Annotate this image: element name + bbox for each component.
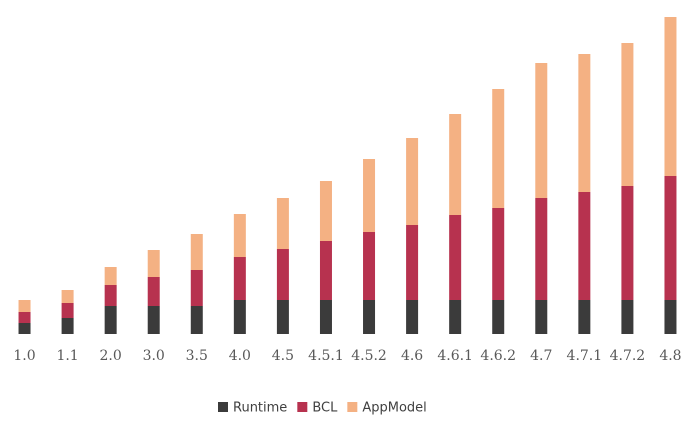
x-tick-label: 4.6.1 (437, 348, 473, 364)
bar-segment (319, 181, 332, 241)
x-tick-label: 3.0 (143, 348, 165, 364)
legend-swatch (347, 402, 358, 412)
x-tick-label: 1.0 (13, 348, 35, 364)
bar-segment (621, 43, 634, 186)
bar-segment (18, 323, 31, 334)
bar-segment (578, 300, 591, 334)
bar-segment (492, 89, 505, 208)
bar-segment (233, 214, 246, 257)
bar-segment (190, 234, 203, 270)
bar-segment (190, 306, 203, 334)
bar-segment (535, 63, 548, 198)
x-tick-label: 4.7.2 (610, 348, 646, 364)
x-tick-label: 3.5 (186, 348, 208, 364)
bar-segment (449, 114, 462, 215)
bar-segment (18, 300, 31, 312)
bar-segment (492, 208, 505, 300)
bar-segment (276, 300, 289, 334)
bar-segment (664, 17, 677, 176)
bar-segment (664, 176, 677, 300)
x-tick-label: 2.0 (100, 348, 122, 364)
x-tick-label: 4.8 (659, 348, 681, 364)
bar-segment (449, 300, 462, 334)
x-tick-label: 4.5.2 (351, 348, 387, 364)
bar-segment (621, 186, 634, 300)
bar-segment (104, 285, 117, 306)
bar-segment (664, 300, 677, 334)
bar-segment (363, 300, 376, 334)
x-tick-label: 4.0 (229, 348, 251, 364)
x-tick-label: 4.6 (401, 348, 423, 364)
bar-segment (104, 267, 117, 285)
bar-segment (621, 300, 634, 334)
bar-segment (363, 232, 376, 300)
bar-segment (147, 250, 160, 277)
legend-swatch (297, 402, 308, 412)
bar-segment (363, 159, 376, 232)
x-tick-label: 1.1 (56, 348, 78, 364)
x-tick-label: 4.7.1 (567, 348, 603, 364)
bar-segment (233, 257, 246, 300)
bar-segment (449, 215, 462, 300)
bar-segment (535, 198, 548, 300)
bar-segment (233, 300, 246, 334)
bar-segment (61, 303, 74, 318)
legend-label: Runtime (233, 401, 287, 416)
x-tick-label: 4.7 (530, 348, 552, 364)
bar-segment (406, 225, 419, 300)
bar-segment (319, 241, 332, 300)
bar-segment (578, 54, 591, 192)
bar-segment (578, 192, 591, 300)
bar-segment (406, 138, 419, 225)
bar-segment (61, 290, 74, 303)
x-tick-label: 4.5 (272, 348, 294, 364)
x-tick-label: 4.6.2 (480, 348, 516, 364)
bar-segment (61, 318, 74, 334)
bar-segment (319, 300, 332, 334)
legend-swatch (218, 402, 228, 412)
bar-segment (18, 312, 31, 323)
legend-label: BCL (312, 401, 338, 416)
x-tick-label: 4.5.1 (308, 348, 344, 364)
bar-segment (147, 277, 160, 306)
bar-segment (492, 300, 505, 334)
bar-segment (406, 300, 419, 334)
bar-segment (276, 198, 289, 249)
bar-segment (190, 270, 203, 306)
legend-label: AppModel (362, 401, 426, 416)
bar-segment (535, 300, 548, 334)
bar-segment (276, 249, 289, 300)
bar-segment (104, 306, 117, 334)
bar-segment (147, 306, 160, 334)
